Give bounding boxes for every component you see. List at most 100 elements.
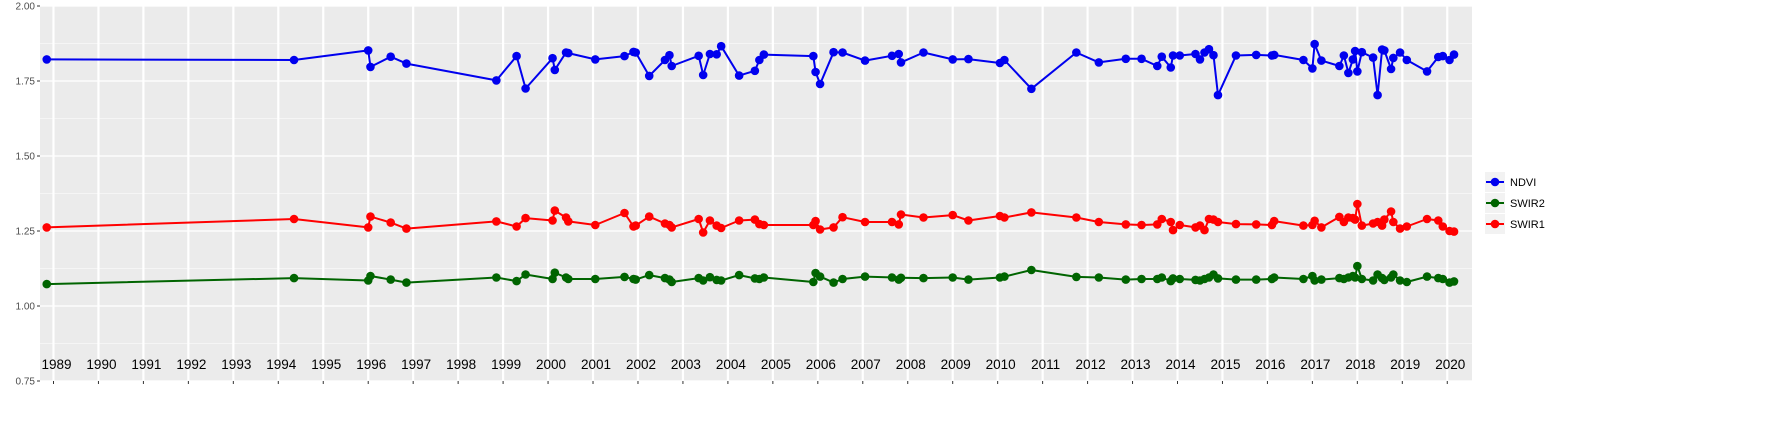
x-tick-label: 2018 xyxy=(1345,357,1375,372)
data-point-swir1 xyxy=(620,208,629,218)
data-point-swir1 xyxy=(896,210,906,219)
data-point-ndvi xyxy=(1072,48,1081,57)
data-point-ndvi xyxy=(1344,68,1353,78)
data-point-ndvi xyxy=(734,71,744,80)
data-point-swir2 xyxy=(42,279,52,289)
data-point-swir1 xyxy=(1251,220,1261,229)
data-point-swir1 xyxy=(667,223,676,232)
data-point-swir2 xyxy=(1310,276,1319,285)
data-point-swir1 xyxy=(1094,217,1104,227)
x-tick-label: 1992 xyxy=(176,357,206,372)
data-point-swir2 xyxy=(1175,274,1185,284)
data-point-ndvi xyxy=(1213,90,1223,100)
data-point-swir1 xyxy=(1200,225,1209,235)
series-line-swir2 xyxy=(46,265,1455,286)
y-tick-label: 1.75 xyxy=(16,77,36,88)
data-point-swir1 xyxy=(1157,214,1167,224)
data-point-ndvi xyxy=(1373,90,1382,100)
data-point-swir1 xyxy=(1317,223,1326,232)
data-point-ndvi xyxy=(1380,46,1389,55)
data-point-swir2 xyxy=(716,276,726,285)
data-point-swir1 xyxy=(1389,217,1398,227)
x-tick-label: 2007 xyxy=(851,357,881,372)
data-point-ndvi xyxy=(1251,50,1261,60)
data-point-swir1 xyxy=(1175,220,1185,230)
y-tick-label: 0.75 xyxy=(16,377,36,388)
y-tick-label: 1.50 xyxy=(16,152,36,163)
data-point-swir2 xyxy=(896,273,906,283)
data-point-swir1 xyxy=(1213,217,1223,227)
data-point-swir1 xyxy=(1433,216,1443,225)
x-tick-label: 1996 xyxy=(356,357,386,372)
data-point-swir1 xyxy=(590,220,600,230)
data-point-swir2 xyxy=(1402,277,1412,287)
data-point-swir2 xyxy=(644,270,654,280)
data-point-swir1 xyxy=(887,217,897,227)
data-point-ndvi xyxy=(492,76,501,85)
data-point-swir1 xyxy=(1000,213,1009,222)
x-tick-label: 2020 xyxy=(1435,357,1465,372)
data-point-ndvi xyxy=(860,56,870,65)
data-point-swir1 xyxy=(1357,221,1367,230)
data-point-swir1 xyxy=(1310,216,1319,226)
data-point-swir2 xyxy=(512,276,521,286)
data-point-swir1 xyxy=(838,212,847,222)
data-point-ndvi xyxy=(402,59,411,68)
data-point-ndvi xyxy=(521,84,530,93)
data-point-ndvi xyxy=(1389,53,1398,63)
data-point-ndvi xyxy=(1231,51,1241,60)
data-point-swir1 xyxy=(1422,214,1432,224)
data-point-swir1 xyxy=(1395,224,1405,233)
data-point-swir1 xyxy=(734,216,744,225)
data-point-swir2 xyxy=(1137,274,1146,284)
data-point-ndvi xyxy=(1368,53,1378,62)
data-point-ndvi xyxy=(1137,54,1146,64)
data-point-swir1 xyxy=(1168,225,1178,235)
x-tick-label: 1999 xyxy=(491,357,521,372)
legend-key-point xyxy=(1490,177,1500,187)
data-point-swir2 xyxy=(386,275,395,284)
data-point-ndvi xyxy=(1357,47,1367,57)
data-point-swir2 xyxy=(809,277,818,287)
data-point-ndvi xyxy=(512,51,521,61)
x-tick-label: 1991 xyxy=(131,357,161,372)
data-point-swir2 xyxy=(948,273,958,282)
data-point-ndvi xyxy=(1402,55,1412,65)
x-tick-label: 2011 xyxy=(1031,357,1060,372)
data-point-ndvi xyxy=(838,48,847,57)
data-point-swir2 xyxy=(1121,275,1131,284)
data-point-ndvi xyxy=(1348,55,1358,64)
data-point-ndvi xyxy=(1094,58,1104,67)
data-point-swir1 xyxy=(860,217,870,227)
data-point-swir2 xyxy=(1072,272,1081,282)
data-point-swir2 xyxy=(667,277,676,287)
data-point-swir2 xyxy=(1395,276,1405,285)
x-tick-label: 2014 xyxy=(1165,357,1196,372)
x-tick-label: 2000 xyxy=(536,357,566,372)
x-tick-label: 2001 xyxy=(581,357,611,372)
data-point-ndvi xyxy=(590,55,600,64)
data-point-swir2 xyxy=(289,273,299,283)
data-point-swir1 xyxy=(811,216,820,226)
y-tick-label: 2.00 xyxy=(16,2,36,13)
x-tick-label: 2016 xyxy=(1255,357,1285,372)
data-point-swir2 xyxy=(550,268,560,278)
data-point-swir2 xyxy=(1357,274,1367,284)
data-point-swir1 xyxy=(964,216,973,225)
data-point-swir1 xyxy=(512,222,521,231)
legend-key-point xyxy=(1490,219,1500,229)
data-point-swir2 xyxy=(402,278,411,287)
data-point-ndvi xyxy=(1299,55,1308,65)
y-tick-label: 1.25 xyxy=(16,227,36,238)
data-point-ndvi xyxy=(1438,51,1448,61)
data-point-swir2 xyxy=(919,273,928,283)
data-point-ndvi xyxy=(716,41,726,51)
data-point-ndvi xyxy=(631,48,641,57)
data-point-ndvi xyxy=(1269,50,1279,60)
data-point-swir1 xyxy=(402,224,411,233)
x-tick-label: 2008 xyxy=(896,357,926,372)
data-point-swir2 xyxy=(1251,275,1261,284)
data-point-swir1 xyxy=(1027,208,1036,217)
data-point-ndvi xyxy=(811,67,820,77)
